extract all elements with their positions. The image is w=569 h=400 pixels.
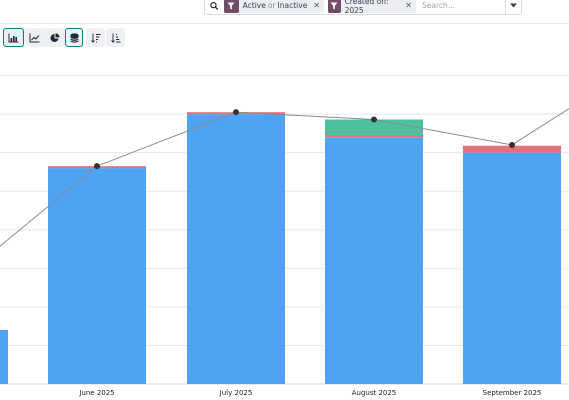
bar-segment[interactable] bbox=[48, 168, 146, 384]
bar-segment[interactable] bbox=[463, 145, 561, 153]
facet-active-status: Active or Inactive ✕ bbox=[223, 0, 325, 13]
stack-icon bbox=[69, 32, 79, 43]
cumulative-line bbox=[0, 108, 569, 247]
stacked-toggle-button[interactable] bbox=[65, 28, 83, 47]
pie-chart-button[interactable] bbox=[44, 28, 65, 47]
facet-joiner: or bbox=[267, 1, 276, 10]
bar-segment[interactable] bbox=[463, 152, 561, 384]
search-options-toggle[interactable] bbox=[505, 0, 521, 14]
filter-icon bbox=[223, 0, 239, 13]
header-divider bbox=[0, 23, 569, 24]
bar-segment[interactable] bbox=[187, 114, 285, 384]
bar-segment[interactable] bbox=[325, 137, 423, 384]
line-point[interactable] bbox=[233, 109, 239, 116]
x-tick-label: July 2025 bbox=[219, 389, 253, 397]
sort-descending-icon bbox=[90, 33, 100, 43]
filter-icon bbox=[328, 0, 341, 13]
x-tick-label: August 2025 bbox=[352, 389, 397, 397]
line-chart-icon bbox=[29, 33, 40, 42]
cumulative-polyline bbox=[0, 108, 569, 247]
line-point[interactable] bbox=[371, 116, 377, 123]
line-point[interactable] bbox=[509, 141, 515, 148]
bar-chart-icon bbox=[8, 33, 19, 42]
bar-segment[interactable] bbox=[325, 134, 423, 138]
facet-created-on: Created on: 2025 ✕ bbox=[328, 0, 416, 15]
facet-remove-icon[interactable]: ✕ bbox=[313, 1, 321, 10]
search-bar[interactable]: Active or Inactive ✕ Created on: 2025 ✕ bbox=[204, 0, 522, 15]
bar-chart-button[interactable] bbox=[3, 28, 24, 47]
caret-down-icon bbox=[510, 3, 517, 8]
facet-value-created: Created on: 2025 bbox=[344, 0, 389, 15]
facet-value-inactive: Inactive bbox=[277, 1, 308, 10]
x-axis-labels: June 2025 July 2025 August 2025 September 2… bbox=[78, 389, 541, 397]
chart-bars bbox=[0, 112, 561, 384]
sort-ascending-button[interactable] bbox=[106, 28, 125, 47]
sort-descending-button[interactable] bbox=[86, 28, 105, 47]
x-tick-label: June 2025 bbox=[78, 389, 114, 397]
line-point[interactable] bbox=[94, 163, 100, 170]
search-input[interactable] bbox=[420, 1, 521, 10]
bar-segment[interactable] bbox=[325, 119, 423, 135]
bar-segment[interactable] bbox=[0, 330, 8, 384]
facet-remove-icon[interactable]: ✕ bbox=[405, 1, 412, 10]
facet-value-active: Active bbox=[242, 1, 266, 10]
x-tick-label: September 2025 bbox=[483, 389, 542, 397]
pie-chart-icon bbox=[50, 32, 60, 42]
search-icon[interactable] bbox=[210, 1, 219, 11]
sort-ascending-icon bbox=[110, 33, 120, 43]
